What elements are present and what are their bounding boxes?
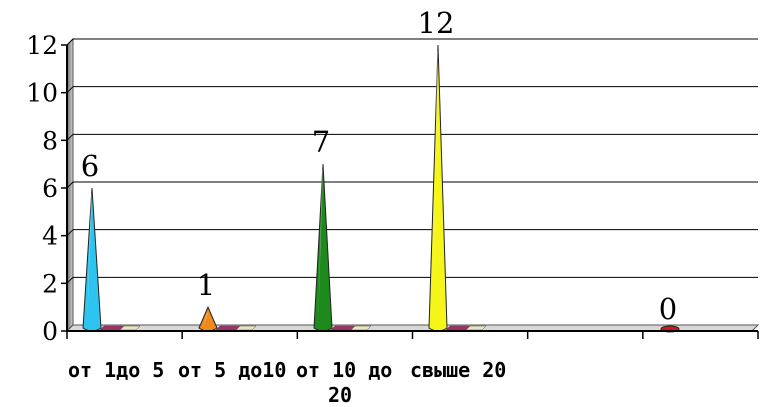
x-category-label: 20 xyxy=(328,383,352,407)
data-label: 7 xyxy=(312,125,330,159)
data-label: 0 xyxy=(659,292,677,326)
cone-bar xyxy=(198,305,218,332)
y-tick-label: 2 xyxy=(42,269,58,298)
x-category-label: от 10 до xyxy=(296,358,392,382)
cone-bar xyxy=(82,187,102,332)
cone-highlight xyxy=(203,313,208,328)
y-tick-label: 8 xyxy=(42,126,58,155)
gridline-diagonal xyxy=(66,38,74,46)
data-label: 1 xyxy=(197,268,215,302)
cone-highlight xyxy=(318,170,323,328)
cone-bar xyxy=(313,164,333,332)
y-tick-label: 12 xyxy=(26,31,58,60)
y-tick-label: 4 xyxy=(42,222,58,251)
data-label: 6 xyxy=(81,149,99,183)
x-category-label: свыше 20 xyxy=(410,358,506,382)
data-label: 12 xyxy=(418,6,455,40)
y-tick-label: 10 xyxy=(26,79,58,108)
cone-highlight xyxy=(433,51,438,328)
cone-highlight xyxy=(87,194,92,328)
x-category-label: от 5 до10 xyxy=(178,358,286,382)
y-tick-label: 0 xyxy=(42,317,58,346)
y-tick-label: 6 xyxy=(42,174,58,203)
x-category-label: от 1до 5 xyxy=(68,358,164,382)
cone-bar xyxy=(428,44,448,332)
